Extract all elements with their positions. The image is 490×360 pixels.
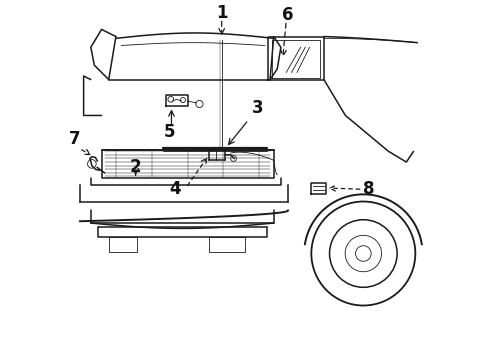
Text: 3: 3: [252, 99, 263, 117]
Text: 7: 7: [69, 130, 80, 148]
Text: 6: 6: [282, 6, 294, 24]
Text: 4: 4: [169, 180, 181, 198]
Text: 8: 8: [363, 180, 374, 198]
Text: 5: 5: [164, 123, 175, 141]
Text: 2: 2: [130, 158, 142, 176]
Text: 1: 1: [216, 4, 227, 22]
